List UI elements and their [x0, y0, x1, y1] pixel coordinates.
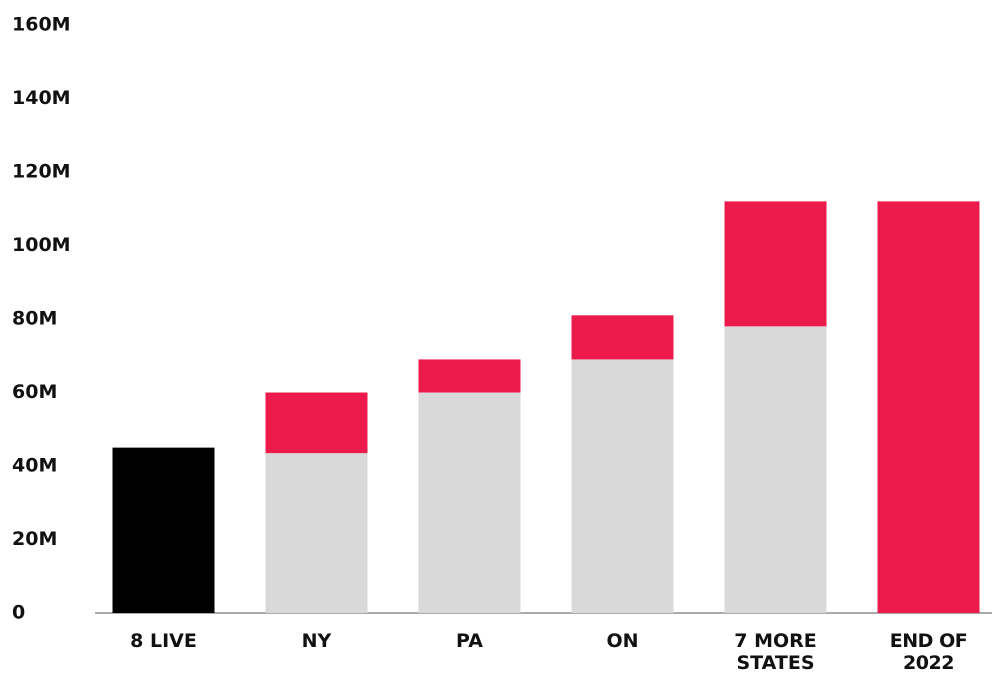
y-tick-label: 40M: [12, 455, 57, 477]
bar-segment: [265, 453, 368, 613]
x-tick-label: NY: [301, 630, 332, 652]
y-tick-label: 80M: [12, 308, 57, 330]
bar-segment: [877, 201, 980, 613]
x-tick-label: PA: [456, 630, 483, 652]
x-tick-label: ON: [606, 630, 639, 652]
y-tick-label: 140M: [12, 87, 71, 109]
bar-segment: [724, 201, 827, 327]
bar-segment: [418, 359, 521, 393]
x-tick-label: 8 LIVE: [130, 630, 197, 652]
bar-segment: [571, 315, 674, 360]
bar-segment: [265, 392, 368, 454]
y-tick-label: 100M: [12, 234, 71, 256]
y-tick-label: 120M: [12, 161, 71, 183]
bar-segment: [418, 392, 521, 613]
y-tick-label: 20M: [12, 528, 57, 550]
y-tick-label: 0: [12, 602, 25, 624]
bar-segment: [112, 447, 215, 613]
y-tick-label: 160M: [12, 14, 71, 36]
bar-segment: [571, 359, 674, 613]
y-tick-label: 60M: [12, 381, 57, 403]
x-tick-label: END OF 2022: [889, 630, 968, 674]
bar-segment: [724, 326, 827, 613]
x-tick-label: 7 MORE STATES: [734, 630, 817, 674]
